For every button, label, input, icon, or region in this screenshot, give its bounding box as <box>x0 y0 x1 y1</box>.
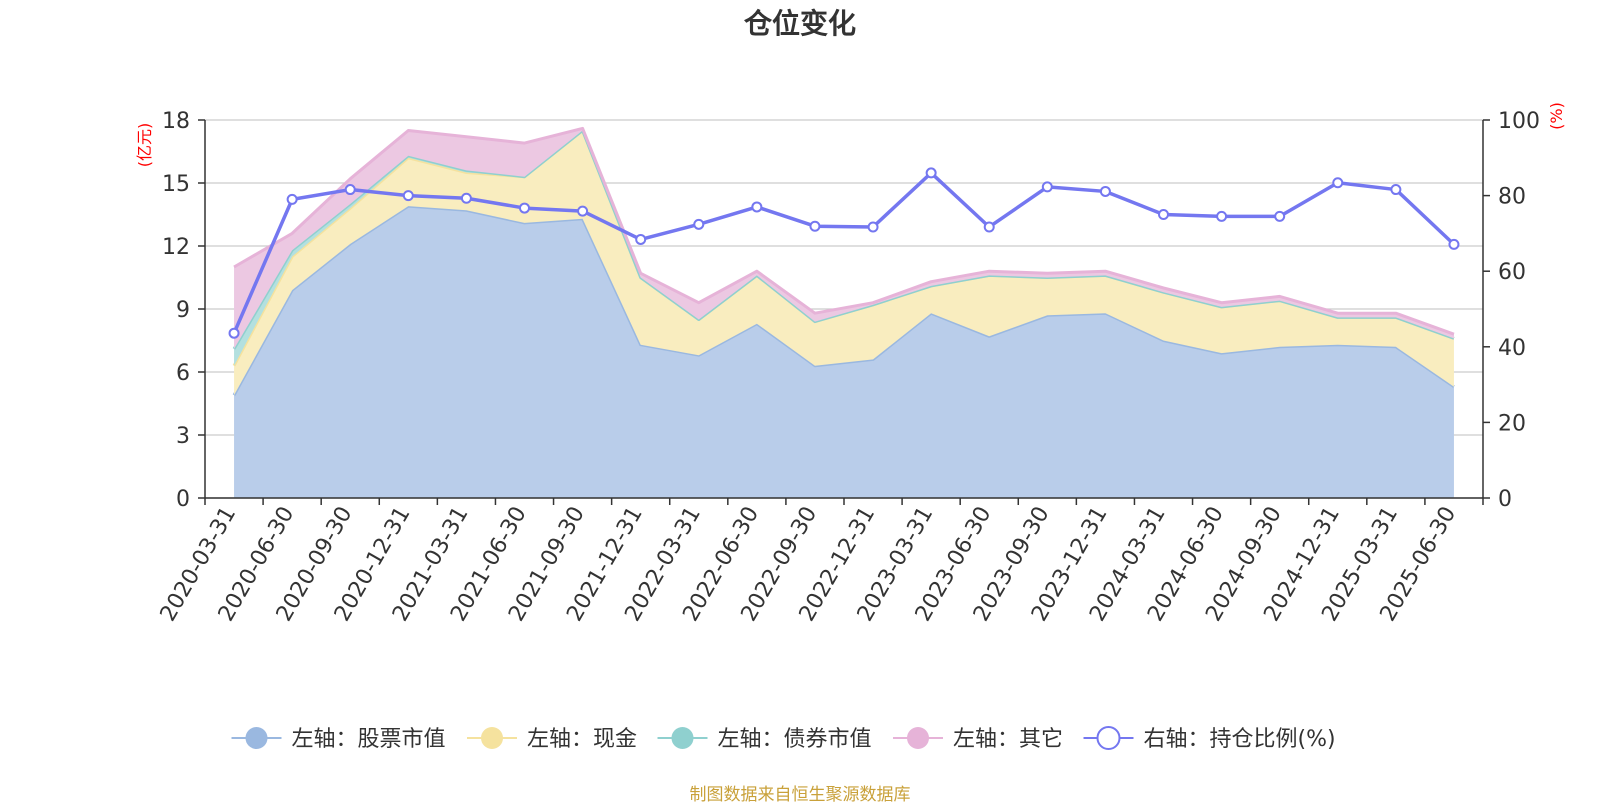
area-fill <box>234 130 1454 396</box>
ratio-point <box>1099 185 1111 197</box>
legend-item[interactable]: 左轴：股票市值 <box>231 727 446 752</box>
left-tick-label: 3 <box>176 424 190 449</box>
ratio-point <box>460 192 472 204</box>
ratio-point <box>1390 184 1402 196</box>
chart-title: 仓位变化 <box>744 7 856 40</box>
left-axis-unit: (亿元) <box>135 123 154 168</box>
right-tick-label: 100 <box>1498 109 1540 134</box>
legend-item[interactable]: 右轴：持仓比例(%) <box>1083 726 1336 752</box>
ratio-point <box>809 220 821 232</box>
legend-swatch-marker <box>481 727 503 749</box>
ratio-point <box>867 221 879 233</box>
left-tick-label: 9 <box>176 298 190 323</box>
data-source-note: 制图数据来自恒生聚源数据库 <box>689 785 911 805</box>
legend-swatch-marker <box>671 727 694 749</box>
right-tick-label: 80 <box>1498 185 1526 210</box>
left-tick-label: 6 <box>176 361 190 386</box>
legend-item[interactable]: 左轴：债券市值 <box>657 727 872 752</box>
legend-item[interactable]: 左轴：现金 <box>467 727 637 752</box>
legend-swatch-marker <box>907 727 929 749</box>
right-tick-label: 60 <box>1498 260 1526 285</box>
legend-swatch-marker <box>1096 726 1121 750</box>
ratio-line-series <box>228 167 1460 339</box>
area-top-line <box>233 126 1455 336</box>
legend-label: 左轴：债券市值 <box>718 727 872 752</box>
ratio-point <box>925 167 937 179</box>
ratio-point <box>286 193 298 205</box>
legend: 左轴：股票市值 左轴：现金 左轴：债券市值 左轴：其它 右轴：持仓比例(%) <box>231 726 1336 752</box>
ratio-point <box>1216 210 1228 222</box>
ratio-point <box>751 201 763 213</box>
ratio-point <box>402 190 414 202</box>
right-axis-unit: (%) <box>1547 102 1566 130</box>
legend-item[interactable]: 左轴：其它 <box>893 727 1063 752</box>
ratio-point <box>577 205 589 217</box>
ratio-point <box>1448 238 1460 250</box>
ratio-point <box>1274 210 1286 222</box>
ratio-point <box>1041 181 1053 193</box>
legend-swatch-marker <box>245 727 268 749</box>
ratio-point <box>983 221 995 233</box>
ratio-point <box>1158 209 1169 220</box>
area-series <box>232 126 1455 498</box>
ratio-line <box>232 171 1456 334</box>
legend-label: 左轴：其它 <box>953 727 1063 752</box>
legend-label: 左轴：股票市值 <box>292 727 446 752</box>
ratio-point <box>228 327 240 339</box>
left-tick-label: 12 <box>162 235 190 260</box>
left-tick-label: 18 <box>162 109 190 134</box>
legend-label: 左轴：现金 <box>527 727 637 752</box>
ratio-point <box>1332 177 1344 189</box>
right-tick-label: 0 <box>1498 487 1512 512</box>
ratio-point <box>344 184 356 196</box>
left-tick-label: 0 <box>176 487 190 512</box>
legend-label: 右轴：持仓比例(%) <box>1144 727 1336 752</box>
ratio-point <box>693 218 705 230</box>
ratio-point <box>519 202 530 214</box>
right-tick-label: 40 <box>1498 336 1526 361</box>
right-tick-label: 20 <box>1498 411 1526 436</box>
area-fill <box>234 206 1454 498</box>
ratio-point <box>635 233 647 245</box>
left-tick-label: 15 <box>162 172 190 197</box>
